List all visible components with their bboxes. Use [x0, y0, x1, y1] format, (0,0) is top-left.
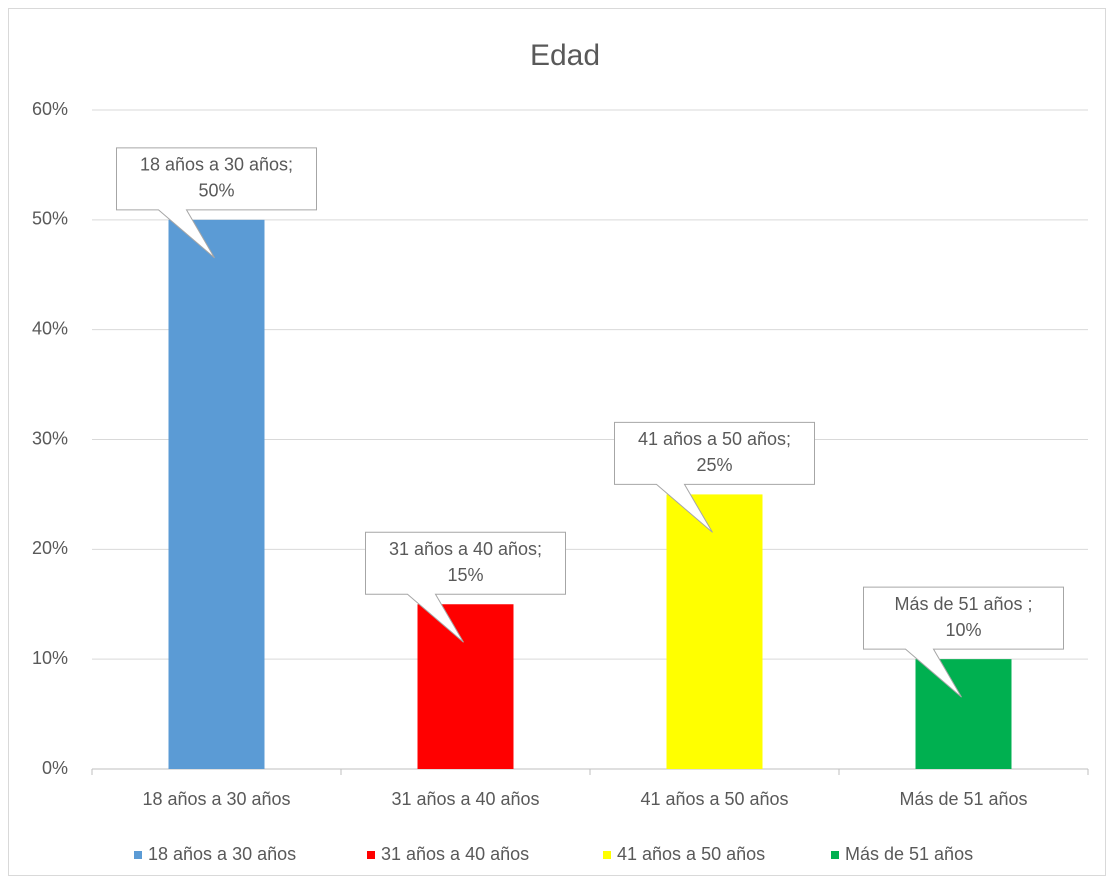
data-label-callout [614, 421, 815, 533]
y-tick-label: 60% [32, 99, 68, 119]
data-label: 15% [447, 565, 483, 585]
x-tick-label: 41 años a 50 años [640, 789, 788, 809]
data-label-callout [365, 531, 566, 643]
legend-swatch [603, 851, 611, 859]
bar [417, 604, 514, 769]
y-tick-label: 30% [32, 428, 68, 448]
legend-swatch [367, 851, 375, 859]
legend-swatch [831, 851, 839, 859]
data-label: 10% [945, 620, 981, 640]
data-label-name: 41 años a 50 años; [638, 429, 791, 449]
x-tick-label: 18 años a 30 años [142, 789, 290, 809]
legend-label: 41 años a 50 años [617, 844, 765, 864]
y-tick-label: 20% [32, 538, 68, 558]
bar [915, 659, 1012, 769]
data-label: 25% [696, 455, 732, 475]
data-label-callout [116, 147, 317, 259]
legend-label: Más de 51 años [845, 844, 973, 864]
x-tick-label: Más de 51 años [899, 789, 1027, 809]
y-tick-label: 10% [32, 648, 68, 668]
y-tick-label: 40% [32, 318, 68, 338]
data-label-name: 18 años a 30 años; [140, 155, 293, 175]
chart-title: Edad [530, 39, 600, 72]
data-label-name: Más de 51 años ; [894, 594, 1032, 614]
bar [168, 219, 265, 770]
legend-swatch [134, 851, 142, 859]
legend-label: 31 años a 40 años [381, 844, 529, 864]
data-label-callout [863, 586, 1064, 698]
y-tick-label: 50% [32, 209, 68, 229]
legend-label: 18 años a 30 años [148, 844, 296, 864]
y-tick-label: 0% [42, 758, 68, 778]
data-label: 50% [198, 181, 234, 201]
x-tick-label: 31 años a 40 años [391, 789, 539, 809]
bar [666, 494, 763, 769]
data-label-name: 31 años a 40 años; [389, 539, 542, 559]
